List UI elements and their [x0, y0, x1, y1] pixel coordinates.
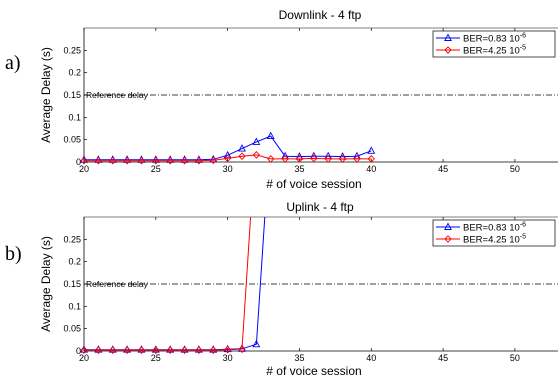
data-point-diamond	[238, 152, 246, 161]
legend-label: BER=4.25 10-5	[463, 45, 526, 57]
data-point-triangle	[252, 137, 261, 145]
y-tick-label: 0.2	[68, 257, 81, 267]
x-tick-label: 40	[366, 353, 376, 363]
chart-panel-1: 20 25 30 35 40 45 50 0 0.05 0.1 0.15 0.2 0.25 Downlin…	[5, 8, 558, 191]
legend-marker-triangle	[444, 222, 452, 230]
y-tick-label: 0.25	[63, 234, 81, 244]
legend-label-text: BER=4.25 10	[463, 235, 520, 246]
data-point-diamond	[224, 345, 232, 354]
data-point-diamond	[209, 346, 217, 354]
data-point-diamond	[180, 346, 189, 354]
x-tick-label: 30	[223, 164, 233, 174]
legend-marker-triangle	[444, 33, 452, 41]
data-point-diamond	[224, 154, 232, 163]
data-point-diamond	[123, 156, 131, 165]
data-point-triangle	[367, 146, 376, 154]
legend-label-exponent: -6	[520, 33, 526, 40]
data-point-diamond	[338, 155, 347, 163]
legend-label-exponent: -5	[520, 45, 526, 52]
legend-label: BER=0.83 10-6	[463, 33, 526, 45]
y-tick-label: 0	[76, 346, 81, 356]
panel-label: b)	[5, 243, 22, 265]
data-point-diamond	[238, 345, 246, 354]
y-axis-label: Average Delay (s)	[39, 236, 53, 332]
x-tick-label: 50	[510, 353, 520, 363]
x-tick-label: 35	[294, 353, 304, 363]
data-point-diamond	[152, 346, 160, 354]
data-point-triangle	[252, 339, 261, 348]
data-point-triangle	[223, 150, 232, 159]
x-tick-label: 45	[438, 353, 448, 363]
legend-label-exponent: -6	[520, 222, 526, 229]
y-tick-label: 0.05	[63, 324, 81, 334]
data-point-diamond	[137, 346, 146, 354]
data-point-triangle	[238, 144, 246, 152]
legend-box	[432, 30, 556, 58]
x-axis-label: # of voice session	[266, 364, 361, 378]
data-point-diamond	[324, 155, 332, 163]
data-point-diamond	[295, 155, 304, 163]
data-point-diamond	[152, 156, 160, 165]
y-tick-label: 0.15	[63, 90, 81, 100]
chart-title: Downlink - 4 ftp	[279, 8, 362, 22]
data-point-diamond	[180, 156, 189, 165]
data-point-diamond	[310, 154, 318, 163]
legend-label-text: BER=0.83 10	[463, 34, 520, 45]
series-line-2	[84, 217, 252, 351]
x-tick-label: 20	[79, 164, 89, 174]
y-tick-label: 0.1	[68, 301, 81, 311]
reference-label: Reference delay	[86, 90, 149, 100]
x-tick-label: 50	[510, 164, 520, 174]
y-axis-label: Average Delay (s)	[39, 47, 53, 143]
data-point-diamond	[123, 346, 131, 354]
legend-label-text: BER=0.83 10	[463, 223, 520, 234]
data-point-diamond	[195, 346, 203, 354]
y-tick-label: 0.1	[68, 112, 81, 122]
data-point-diamond	[109, 156, 117, 165]
data-point-diamond	[80, 346, 88, 354]
x-tick-label: 25	[151, 164, 161, 174]
y-tick-label: 0.05	[63, 135, 81, 145]
reference-label: Reference delay	[86, 279, 149, 289]
legend-label: BER=0.83 10-6	[463, 222, 526, 234]
x-tick-label: 20	[79, 353, 89, 363]
x-tick-label: 35	[294, 164, 304, 174]
data-point-triangle	[266, 131, 275, 140]
legend-box	[432, 219, 556, 247]
data-point-diamond	[281, 155, 289, 163]
x-tick-label: 40	[366, 164, 376, 174]
data-point-diamond	[267, 155, 275, 163]
y-tick-label: 0	[76, 157, 81, 167]
data-point-diamond	[137, 156, 146, 165]
y-tick-label: 0.15	[63, 279, 81, 289]
data-point-diamond	[166, 156, 174, 165]
y-tick-label: 0.2	[68, 68, 81, 78]
data-point-diamond	[367, 155, 375, 163]
data-point-diamond	[109, 346, 117, 354]
legend-label-text: BER=4.25 10	[463, 46, 520, 57]
x-axis-label: # of voice session	[266, 177, 361, 191]
data-point-diamond	[80, 156, 88, 165]
legend-label: BER=4.25 10-5	[463, 234, 526, 246]
data-point-diamond	[166, 346, 174, 354]
x-tick-label: 25	[151, 353, 161, 363]
chart-title: Uplink - 4 ftp	[286, 200, 354, 214]
y-tick-label: 0.25	[63, 45, 81, 55]
chart-panel-2: 20 25 30 35 40 45 50 0 0.05 0.1 0.15 0.2 0.25 Uplink …	[5, 200, 558, 378]
data-point-diamond	[252, 150, 260, 159]
data-point-diamond	[94, 156, 102, 165]
series-line-2	[84, 154, 372, 162]
legend-label-exponent: -5	[520, 234, 526, 241]
data-point-diamond	[353, 155, 361, 163]
x-tick-label: 30	[223, 353, 233, 363]
data-point-diamond	[209, 156, 217, 165]
legend-marker-diamond	[444, 46, 452, 54]
data-point-diamond	[94, 346, 102, 354]
data-point-diamond	[195, 156, 203, 165]
legend-marker-diamond	[444, 235, 452, 243]
panel-label: a)	[5, 52, 21, 74]
x-tick-label: 45	[438, 164, 448, 174]
